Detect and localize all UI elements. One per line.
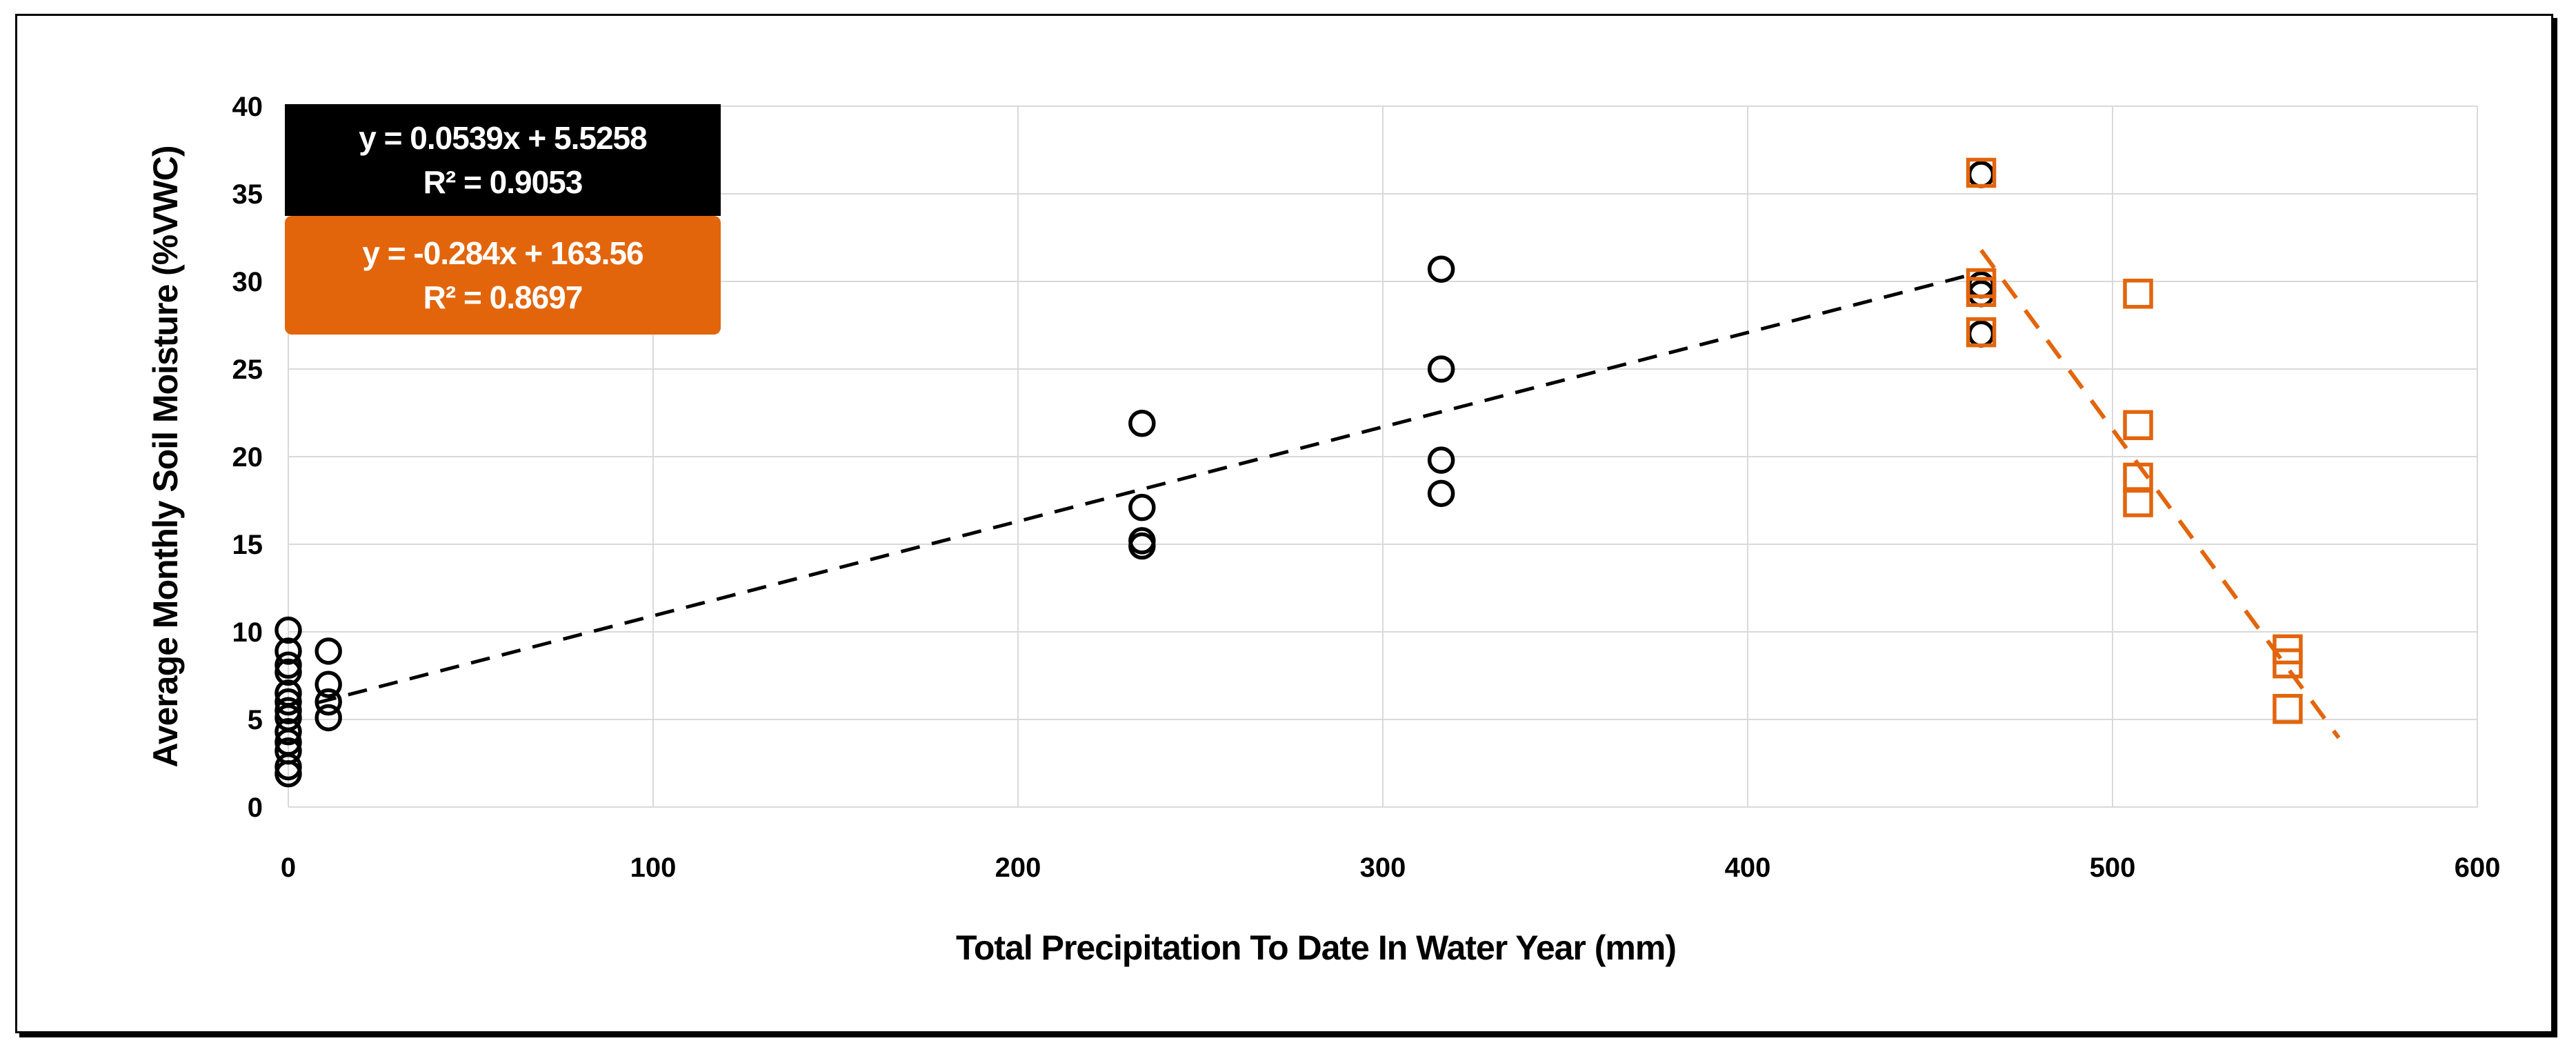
x-tick-label: 300 [1360,853,1406,883]
y-tick-label: 40 [232,92,263,122]
x-tick-label: 500 [2090,853,2136,883]
orange-square-series-point [1966,317,1997,348]
y-tick-label: 5 [248,705,263,735]
black-circle-series-point [314,704,342,732]
black-trendline-r2: R² = 0.9053 [423,164,583,200]
black-circle-series-point [1128,493,1156,521]
y-tick-label: 0 [248,793,263,823]
y-axis-title: Average Monthly Soil Moisture (%VWC) [146,146,185,768]
orange-square-series-point [2273,648,2303,679]
y-tick-label: 20 [232,442,263,473]
black-circle-series-point [1967,320,1995,348]
black-circle-series-point [314,670,342,698]
orange-trendline [1979,248,2341,739]
y-tick-label: 35 [232,179,263,210]
y-tick-label: 10 [232,617,263,648]
orange-square-series-point [1966,277,1997,307]
x-tick-label: 400 [1725,853,1771,883]
orange-trendline-r2: R² = 0.8697 [423,279,583,315]
black-circle-series-point [314,637,342,665]
black-trendline [317,274,1968,705]
y-tick-label: 15 [232,530,263,560]
orange-trendline-equation-box: y = -0.284x + 163.56 R² = 0.8697 [285,216,721,335]
black-circle-series-point [274,697,302,725]
black-circle-series-point [1128,409,1156,437]
black-trendline-equation: y = 0.0539x + 5.5258 [359,120,647,156]
black-circle-series-point [1427,355,1455,383]
orange-trendline-equation: y = -0.284x + 163.56 [362,235,643,271]
chart-figure-frame: 0 100 200 300 400 500 600 0 5 10 15 20 25 30 35 40 y = … [15,14,2553,1033]
black-circle-series-point [274,688,302,716]
orange-square-series-point [2123,487,2153,517]
black-trendline-equation-box: y = 0.0539x + 5.5258 R² = 0.9053 [285,104,721,216]
black-circle-series-point [1128,532,1156,560]
black-circle-series-point [1427,255,1455,283]
black-circle-series-point [1967,161,1995,188]
scatter-chart-plot-area: 0 100 200 300 400 500 600 0 5 10 15 20 25 30 35 40 [232,92,2501,883]
x-tick-label: 0 [281,853,296,883]
black-circle-series-point [314,688,342,716]
orange-square-series-point [2123,279,2153,309]
y-tick-label: 30 [232,267,263,297]
black-circle-series-point [274,753,302,781]
y-tick-label: 25 [232,355,263,385]
x-tick-label: 600 [2455,853,2501,883]
black-circle-series-point [1427,479,1455,508]
orange-square-series-point [2273,694,2303,724]
x-axis-title: Total Precipitation To Date In Water Yea… [955,928,1677,967]
x-tick-label: 100 [630,853,677,883]
black-circle-series-point [274,651,302,679]
orange-square-series-point [2123,410,2153,441]
black-circle-series-point [274,718,302,746]
black-circle-series-point [274,637,302,665]
black-circle-series-point [1427,446,1455,474]
black-circle-series-point [274,616,302,644]
x-tick-label: 200 [995,853,1041,883]
black-circle-series-point [274,658,302,686]
black-circle-series-point [274,759,302,788]
orange-square-series-point [1966,157,1997,188]
